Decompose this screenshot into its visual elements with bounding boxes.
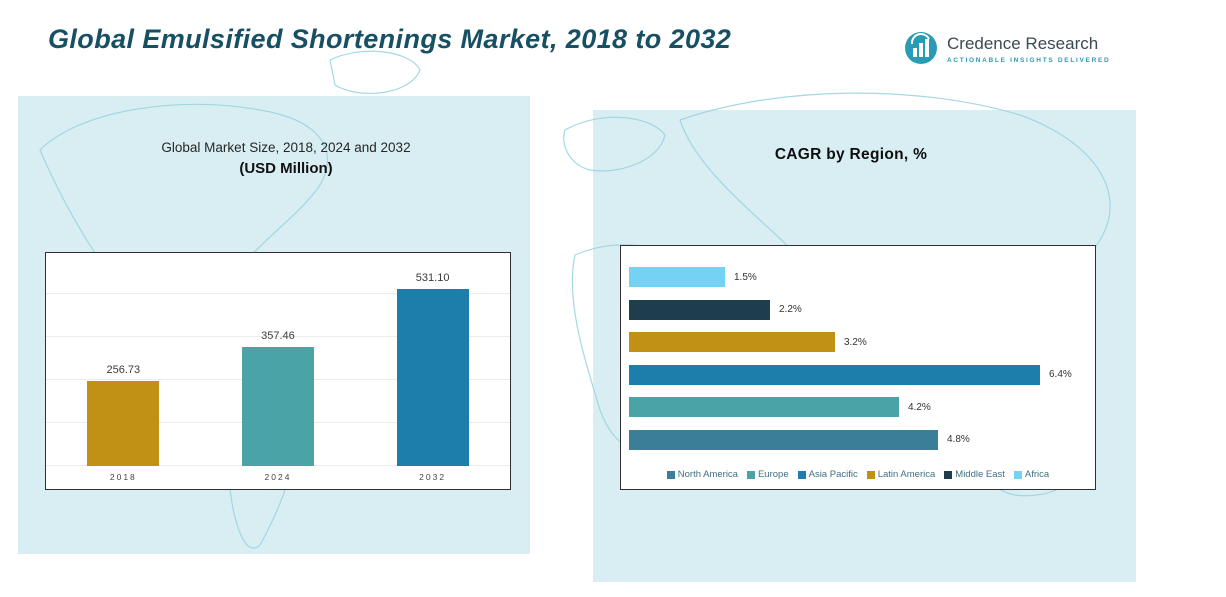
market-size-title: Global Market Size, 2018, 2024 and 2032: [161, 140, 411, 155]
cagr-panel: 1.5% 2.2% 3.2% 6.4% 4.2% 4.8% North America Eu…: [620, 245, 1096, 490]
cagr-bar-row-north-america: 4.8%: [629, 429, 1085, 450]
bar-value-label: 357.46: [261, 330, 295, 342]
cagr-bar-row-europe: 4.2%: [629, 397, 1085, 417]
legend-swatch-north-america: [666, 470, 675, 479]
legend-swatch-latin-america: [866, 470, 875, 479]
bar-2032: [396, 289, 469, 466]
legend-swatch-africa: [1013, 470, 1022, 479]
legend-item-north-america: North America: [666, 469, 738, 480]
bar-value-label: 531.10: [415, 272, 450, 285]
logo-name: Credence Research: [947, 34, 1099, 53]
legend-item-africa: Africa: [1013, 469, 1050, 480]
cagr-bar-value-label: 4.2%: [908, 401, 931, 413]
cagr-bar-middle-east: [629, 299, 770, 320]
legend-label: Europe: [757, 469, 789, 480]
bar-2018: [87, 380, 160, 466]
x-axis-label-2018: 2018: [109, 471, 137, 482]
legend-swatch-middle-east: [944, 470, 953, 479]
legend-label: Africa: [1024, 469, 1050, 480]
legend-label: Latin America: [877, 469, 936, 480]
credence-logo: Credence Research Actionable Insights De…: [903, 30, 1110, 66]
cagr-bar-latin-america: [629, 332, 835, 352]
cagr-title: CAGR by Region, %: [774, 146, 928, 163]
cagr-bars: 1.5% 2.2% 3.2% 6.4% 4.2% 4.8%: [629, 267, 1085, 450]
cagr-bar-row-africa: 1.5%: [629, 267, 1085, 287]
credence-logo-icon: [905, 32, 937, 64]
bar-group-2032: 531.10: [356, 272, 509, 466]
legend-label: Middle East: [955, 469, 1005, 480]
legend-swatch-asia-pacific: [797, 470, 806, 479]
cagr-bar-value-label: 3.2%: [844, 336, 867, 348]
legend-item-latin-america: Latin America: [866, 469, 936, 480]
cagr-bar-asia-pacific: [629, 364, 1040, 385]
market-size-plot: 256.73 357.46 531.10: [46, 253, 510, 466]
cagr-bar-row-asia-pacific: 6.4%: [629, 364, 1085, 385]
legend-item-europe: Europe: [746, 469, 789, 480]
cagr-bar-value-label: 2.2%: [779, 304, 802, 315]
cagr-bar-value-label: 1.5%: [734, 271, 757, 283]
credence-logo-text: Credence Research Actionable Insights De…: [947, 30, 1110, 64]
x-axis-label-2032: 2032: [419, 471, 447, 482]
cagr-bar-row-latin-america: 3.2%: [629, 332, 1085, 352]
x-axis-label-2024: 2024: [264, 471, 292, 482]
bar-group-2024: 357.46: [201, 330, 354, 466]
legend-swatch-europe: [746, 470, 755, 479]
legend-label: North America: [677, 469, 738, 480]
legend-label: Asia Pacific: [808, 469, 858, 480]
cagr-bar-africa: [629, 267, 725, 287]
legend-item-asia-pacific: Asia Pacific: [797, 469, 858, 480]
cagr-legend: North America Europe Asia Pacific Latin Ame…: [621, 469, 1095, 480]
bar-2024: [241, 347, 314, 466]
logo-tagline: Actionable Insights Delivered: [947, 57, 1111, 64]
legend-item-middle-east: Middle East: [944, 469, 1005, 480]
market-size-subtitle: (USD Million): [239, 160, 333, 177]
cagr-bar-europe: [629, 397, 899, 417]
page-title: Global Emulsified Shortenings Market, 20…: [48, 24, 732, 54]
cagr-bar-row-middle-east: 2.2%: [629, 299, 1085, 320]
market-size-panel: 256.73 357.46 531.10 2018 2024 2032: [45, 252, 511, 490]
bar-group-2018: 256.73: [47, 364, 200, 466]
market-size-xaxis: 2018 2024 2032: [46, 464, 510, 489]
cagr-bar-north-america: [629, 429, 938, 450]
cagr-bar-value-label: 4.8%: [947, 434, 970, 445]
bar-value-label: 256.73: [106, 363, 141, 376]
cagr-bar-value-label: 6.4%: [1049, 369, 1072, 380]
